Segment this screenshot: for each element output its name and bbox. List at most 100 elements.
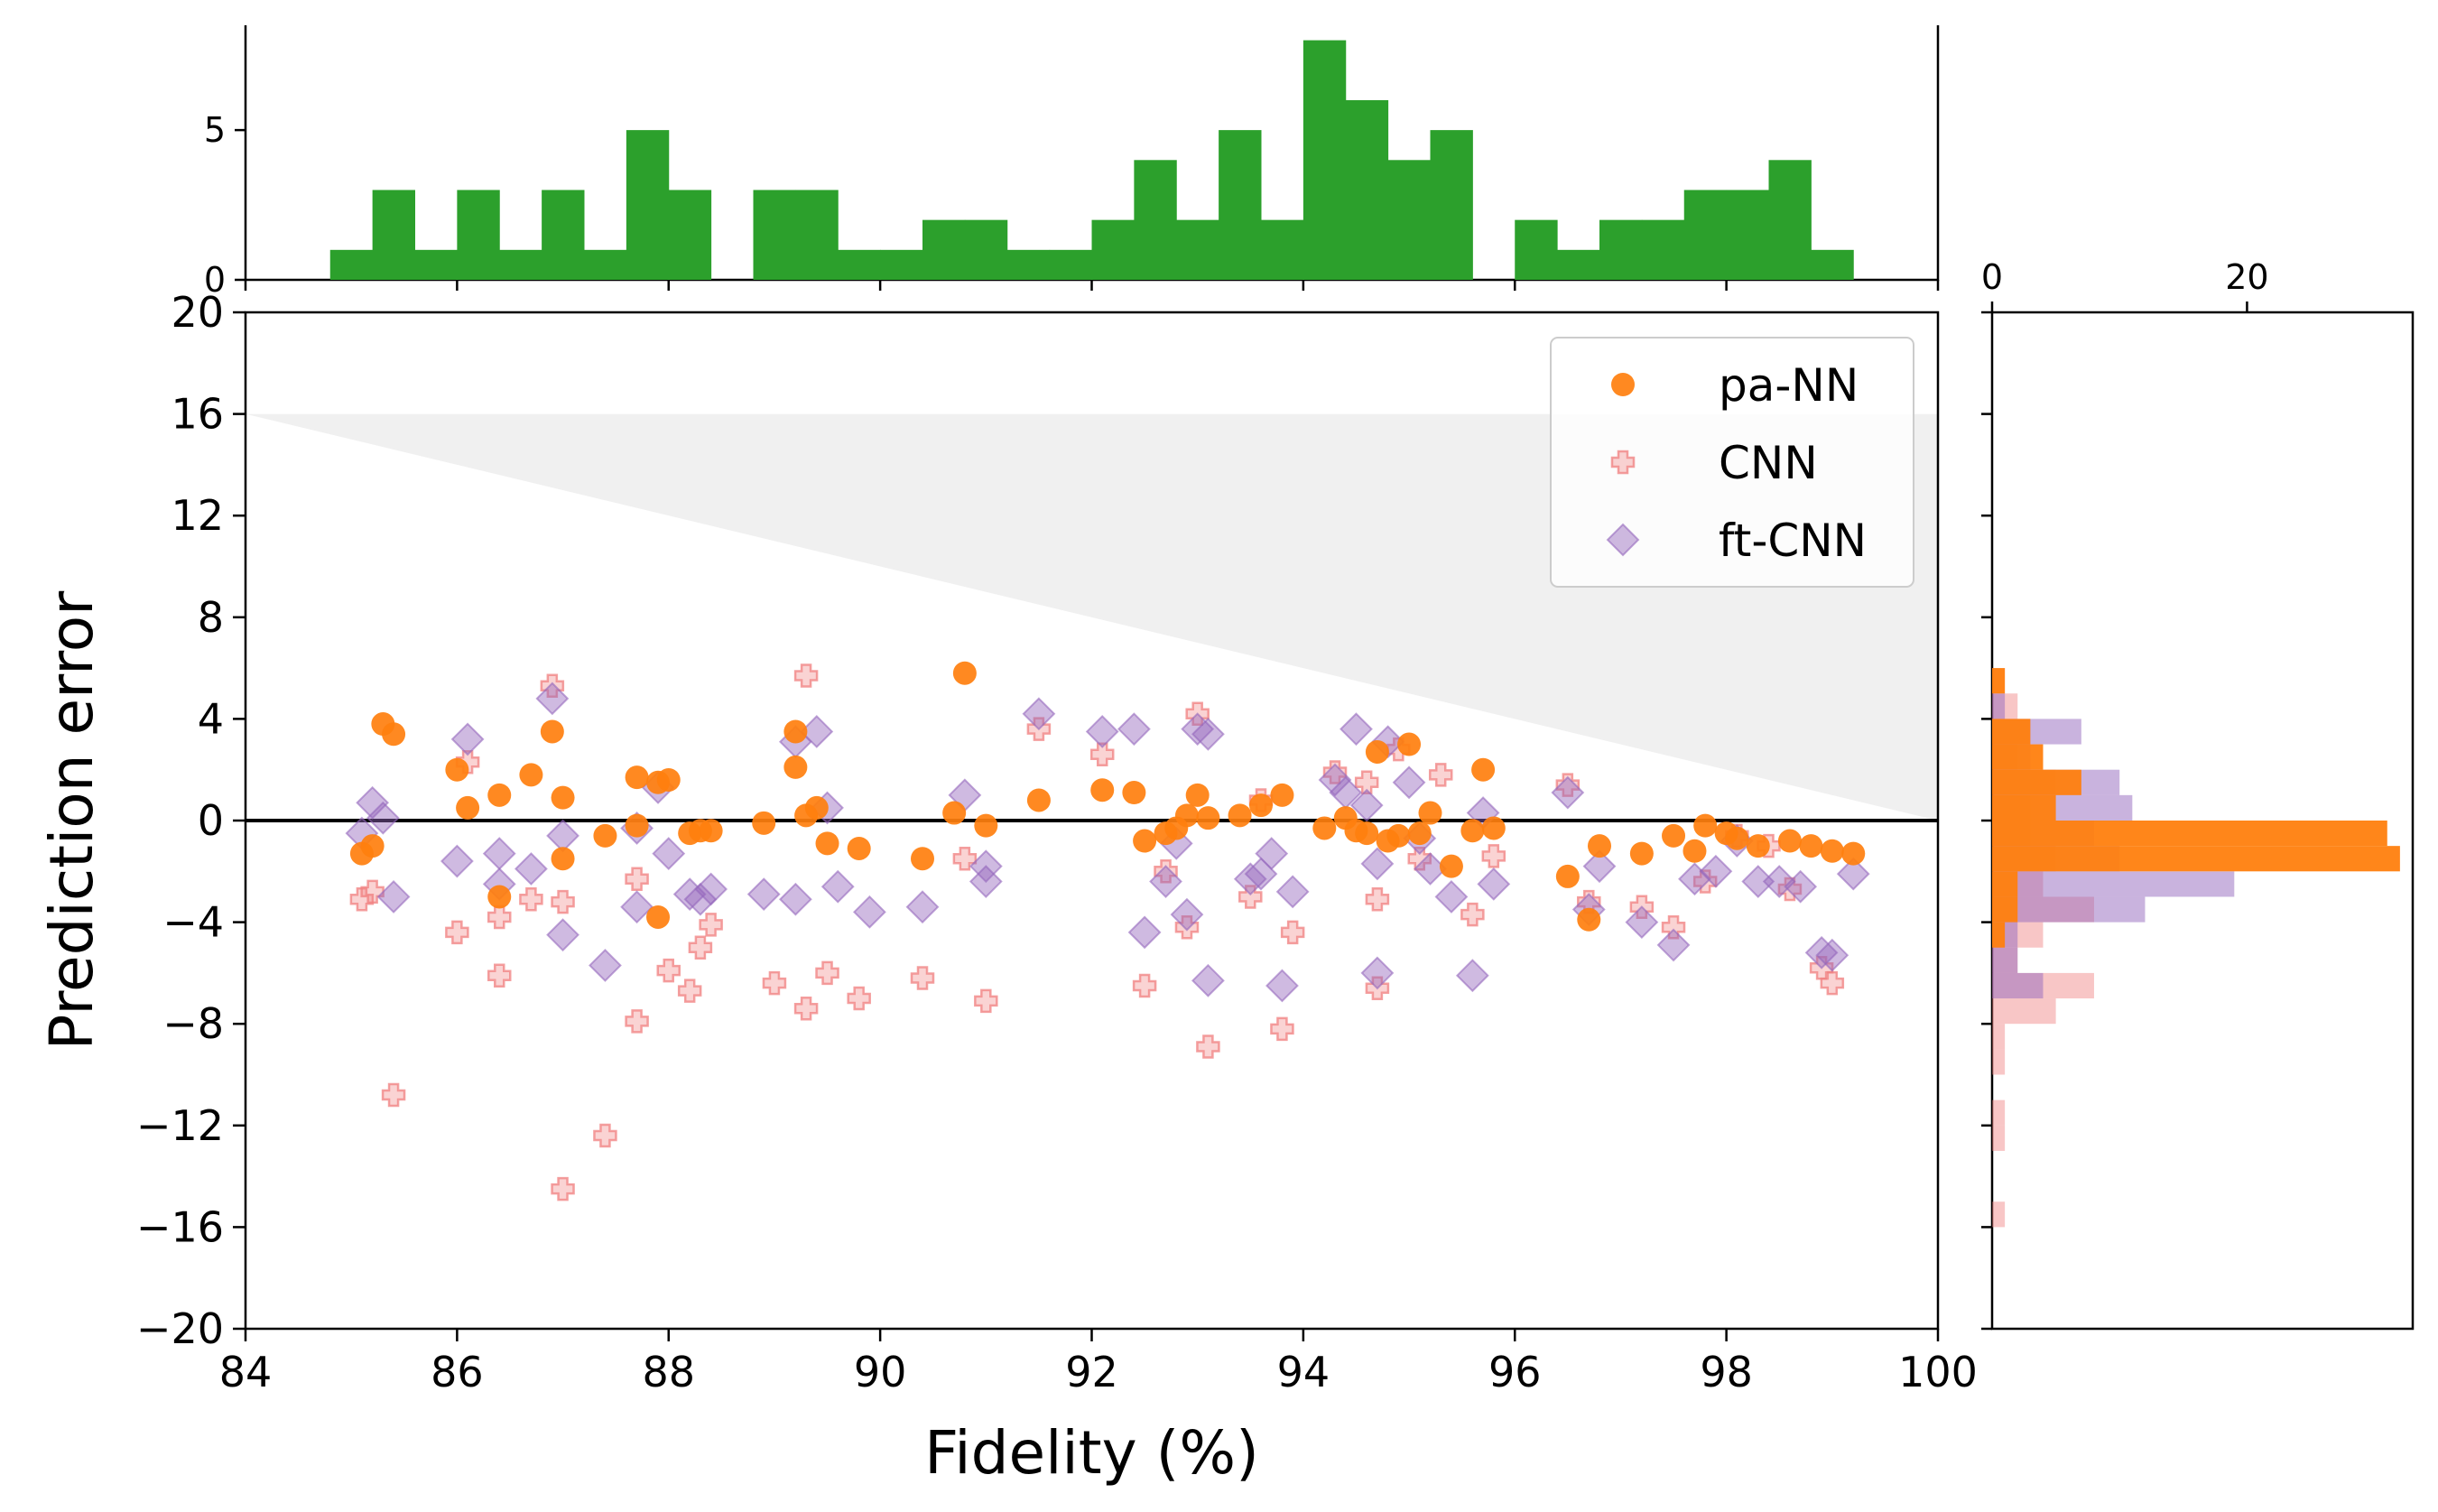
point-pa-NN — [593, 823, 617, 848]
right-hist-bar — [1992, 846, 2400, 872]
point-pa-NN — [1407, 821, 1432, 846]
point-ft-CNN — [1656, 928, 1691, 962]
point-CNN — [1270, 1016, 1294, 1042]
point-CNN — [793, 663, 819, 688]
point-ft-CNN — [620, 890, 654, 924]
top-hist-bar — [1219, 130, 1262, 280]
x-axis-label: Fidelity (%) — [924, 1418, 1259, 1488]
top-hist-bar — [1302, 40, 1347, 281]
legend-label: pa-NN — [1719, 359, 1859, 412]
point-CNN — [487, 904, 512, 930]
point-pa-NN — [1312, 816, 1337, 840]
top-hist-bar — [753, 190, 796, 280]
point-pa-NN — [1693, 813, 1718, 838]
point-pa-NN — [1588, 834, 1611, 858]
right-hist-bar — [1992, 947, 2018, 973]
point-ft-CNN — [694, 872, 728, 906]
y-tick-label: −20 — [136, 1304, 224, 1353]
point-pa-NN — [1471, 757, 1496, 782]
point-pa-NN — [1577, 907, 1601, 932]
point-ft-CNN — [356, 785, 390, 820]
point-pa-NN — [1185, 783, 1210, 807]
right-hist-bar — [1992, 922, 2006, 948]
point-CNN — [762, 970, 787, 996]
main-plot-frame — [244, 311, 1940, 1331]
right-hist-bar — [1992, 871, 2018, 897]
point-pa-NN — [1122, 781, 1146, 805]
point-CNN — [1428, 763, 1453, 787]
point-pa-NN — [1799, 834, 1823, 858]
point-CNN — [1661, 914, 1686, 940]
point-ft-CNN — [778, 882, 812, 916]
point-ft-CNN — [1265, 969, 1299, 1003]
point-ft-CNN — [1117, 712, 1151, 747]
point-CNN — [656, 958, 681, 983]
point-ft-CNN — [1340, 712, 1373, 747]
top-hist-bar — [1641, 219, 1685, 280]
legend-marker-CNN — [1610, 450, 1636, 475]
point-ft-CNN — [1191, 717, 1225, 751]
right-hist-bar — [1992, 998, 2056, 1025]
point-CNN — [593, 1123, 617, 1148]
point-pa-NN — [1682, 839, 1707, 863]
legend-marker-pa-NN — [1611, 373, 1635, 396]
point-ft-CNN — [1191, 963, 1225, 997]
y-tick-label: −4 — [162, 898, 224, 947]
top-hist-bar — [1006, 249, 1051, 280]
point-pa-NN — [551, 847, 575, 871]
point-ft-CNN — [683, 882, 718, 916]
point-pa-NN — [1196, 806, 1220, 830]
point-ft-CNN — [1349, 788, 1384, 822]
point-pa-NN — [942, 801, 967, 825]
point-ft-CNN — [820, 869, 855, 904]
y-tick-label: 4 — [198, 694, 224, 743]
point-pa-NN — [360, 834, 385, 858]
right-hist-bar — [1992, 668, 2006, 694]
point-ft-CNN — [1360, 847, 1395, 881]
y-tick-label: 0 — [198, 796, 224, 845]
point-ft-CNN — [1699, 854, 1733, 888]
point-ft-CNN — [905, 890, 940, 924]
x-tick-label: 86 — [431, 1348, 484, 1396]
right-hist-bar — [1992, 871, 2235, 897]
top-hist-bar — [414, 249, 458, 280]
right-hist-bar — [1992, 972, 2044, 999]
point-pa-NN — [1777, 829, 1802, 853]
top-hist-y-tick-label: 5 — [204, 110, 226, 150]
point-pa-NN — [625, 813, 649, 838]
point-CNN — [625, 867, 649, 891]
right-hist-bar — [1992, 1125, 2006, 1151]
point-CNN — [1460, 902, 1485, 927]
point-CNN — [1820, 970, 1845, 996]
point-pa-NN — [519, 763, 543, 787]
top-hist-bar — [1557, 249, 1600, 280]
point-ft-CNN — [366, 801, 400, 835]
point-CNN — [1692, 869, 1718, 894]
top-hist-bar — [584, 249, 627, 280]
top-hist-bar — [499, 249, 542, 280]
point-ft-CNN — [1318, 763, 1352, 797]
point-ft-CNN — [514, 852, 548, 886]
point-CNN — [445, 920, 469, 945]
point-CNN — [847, 986, 871, 1011]
point-ft-CNN — [1762, 865, 1796, 898]
point-ft-CNN — [1678, 862, 1711, 896]
right-hist-bar — [1992, 744, 2044, 770]
point-pa-NN — [487, 783, 512, 807]
top-hist-bar — [1261, 219, 1304, 280]
point-CNN — [381, 1082, 406, 1108]
point-CNN — [1196, 1034, 1220, 1059]
point-ft-CNN — [969, 849, 1003, 884]
point-ft-CNN — [652, 837, 686, 871]
point-ft-CNN — [535, 682, 570, 716]
shaded-region — [246, 413, 1938, 821]
point-CNN — [349, 887, 375, 912]
point-pa-NN — [1439, 854, 1463, 878]
x-tick-label: 94 — [1277, 1348, 1330, 1396]
top-hist-bar — [1811, 249, 1854, 280]
point-pa-NN — [1270, 783, 1294, 807]
point-pa-NN — [952, 661, 977, 685]
right-hist-bar — [1992, 1049, 2006, 1075]
point-CNN — [1365, 887, 1390, 912]
